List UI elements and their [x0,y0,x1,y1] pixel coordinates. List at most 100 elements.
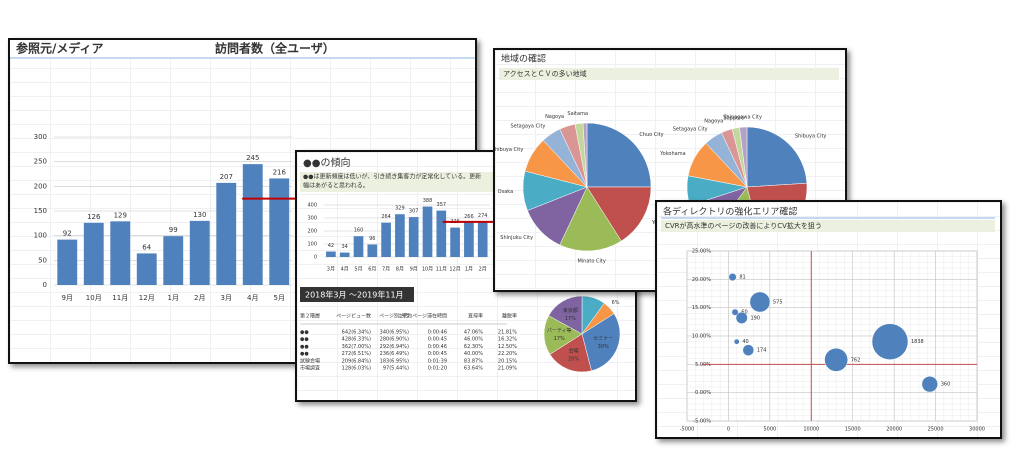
y-tick-label: 200 [307,229,317,235]
x-tick-label: 4月 [247,294,258,302]
table-cell: 40.00% [464,351,483,357]
subtitle-bar [499,68,839,80]
bubble [733,338,740,345]
table-cell: 0:00:46 [428,344,447,350]
header-bar [10,40,475,58]
table-cell: 0:00:45 [428,337,447,343]
slice-label: Shinagawa City [723,115,762,121]
x-tick-label: 4月 [341,267,349,273]
y-tick-label: 300 [307,216,317,222]
table-header: ページ別訪問 [379,313,409,320]
x-tick-label: 3月 [221,294,232,302]
value-label: 274 [478,213,488,219]
y-tick-label: 150 [34,207,47,215]
x-tick-label: 20000 [886,427,902,433]
table-cell: 236(6.49%) [380,351,409,357]
slice-label: セミナー [593,336,613,342]
value-label: 216 [273,168,287,176]
value-label: 329 [395,206,405,212]
pie-slice [739,126,748,188]
bar [408,217,419,257]
value-label: 245 [246,154,259,162]
y-tick-label: 400 [307,203,317,209]
slice-label: 会場 [569,348,579,355]
slice-label: Osaka [498,189,513,195]
slice-value: 17% [565,316,576,322]
slice-label: Setagaya City [673,127,708,133]
x-tick-label: 2月 [194,294,205,302]
value-label: 264 [381,214,391,220]
table-header: 第２階層 [300,313,320,320]
table-cell: 272(6.51%) [342,351,371,357]
table-cell: ●● [300,344,309,350]
note: 幅はあがると思われる。 [303,182,369,190]
value-label: 357 [437,202,447,208]
x-tick-label: 25000 [928,427,944,433]
subtitle: CVRが高水準のページの改善によりCV拡大を狙う [665,221,822,230]
pie-slice [548,295,583,335]
value-label: 92 [63,230,72,238]
table-header: ページビュー数 [336,313,371,320]
table-cell: ●● [300,330,309,336]
table-header: 直帰率 [468,313,483,320]
x-tick-label: 15000 [845,427,861,433]
table-cell: 0:00:46 [428,330,447,336]
value-label: 99 [169,226,178,234]
pie-slice [549,333,592,373]
note: ●●は更新頻度は低いが、引き続き集客力が定常化している。更新 [303,173,481,181]
bar [57,239,78,285]
bubble-label: 575 [773,300,783,306]
x-tick-label: 30000 [969,427,985,433]
x-tick-label: 12月 [449,267,460,273]
table-cell: 0:01:20 [428,366,447,372]
table-cell: 20.15% [498,358,517,364]
y-tick-label: 200 [34,182,47,190]
table-cell: 292(6.94%) [380,344,409,350]
table-cell: ●● [300,337,309,343]
slice-label: Shibuya City [795,133,827,139]
period: 2018年3月 ～2019年11月 [305,290,404,300]
table-cell: 22.20% [498,351,517,357]
bar [136,253,157,285]
bubble [824,347,848,372]
slice-label: Shinjuku City [500,235,533,241]
pie-slice [746,126,808,188]
bar [339,252,350,257]
table-cell: 209(6.84%) [342,358,371,364]
table-cell: 642(6.34%) [342,330,371,336]
table-cell: 46.00% [464,337,483,343]
bar [163,236,184,285]
x-tick-label: 3月 [327,267,335,273]
bar [381,222,391,257]
x-tick-label: 1月 [168,294,179,302]
table-cell: 市場調査 [300,365,320,372]
slice-label: Nagoya [704,119,723,125]
table-cell: 340(6.95%) [380,330,409,336]
pie-slice [586,122,652,188]
bar [436,210,447,257]
slice-label: Yokohama [659,151,685,157]
bar [216,182,237,285]
bar [269,178,290,285]
x-tick-label: 9月 [410,267,418,273]
x-tick-label: 8月 [396,267,404,273]
table-header: 平均ページ滞在時間 [402,313,447,320]
y-tick-label: -5.00% [693,419,711,425]
table-cell: 0:01:39 [428,358,447,364]
x-tick-label: 10月 [422,267,433,273]
bar [477,221,488,257]
bar [189,220,210,285]
bar [367,244,378,257]
slice-value: 20% [568,357,579,363]
bar [422,206,433,257]
table-cell: 16.32% [498,337,517,343]
table-cell: 63.64% [464,366,483,372]
x-tick-label: 9月 [62,294,73,302]
y-tick-label: 0.00% [695,390,711,396]
value-label: 130 [193,211,206,219]
y-tick-label: 10.00% [692,334,711,340]
pie-slice [559,186,622,252]
slice-label: Shibuya City [495,147,523,153]
table-cell: 21.09% [498,366,517,372]
